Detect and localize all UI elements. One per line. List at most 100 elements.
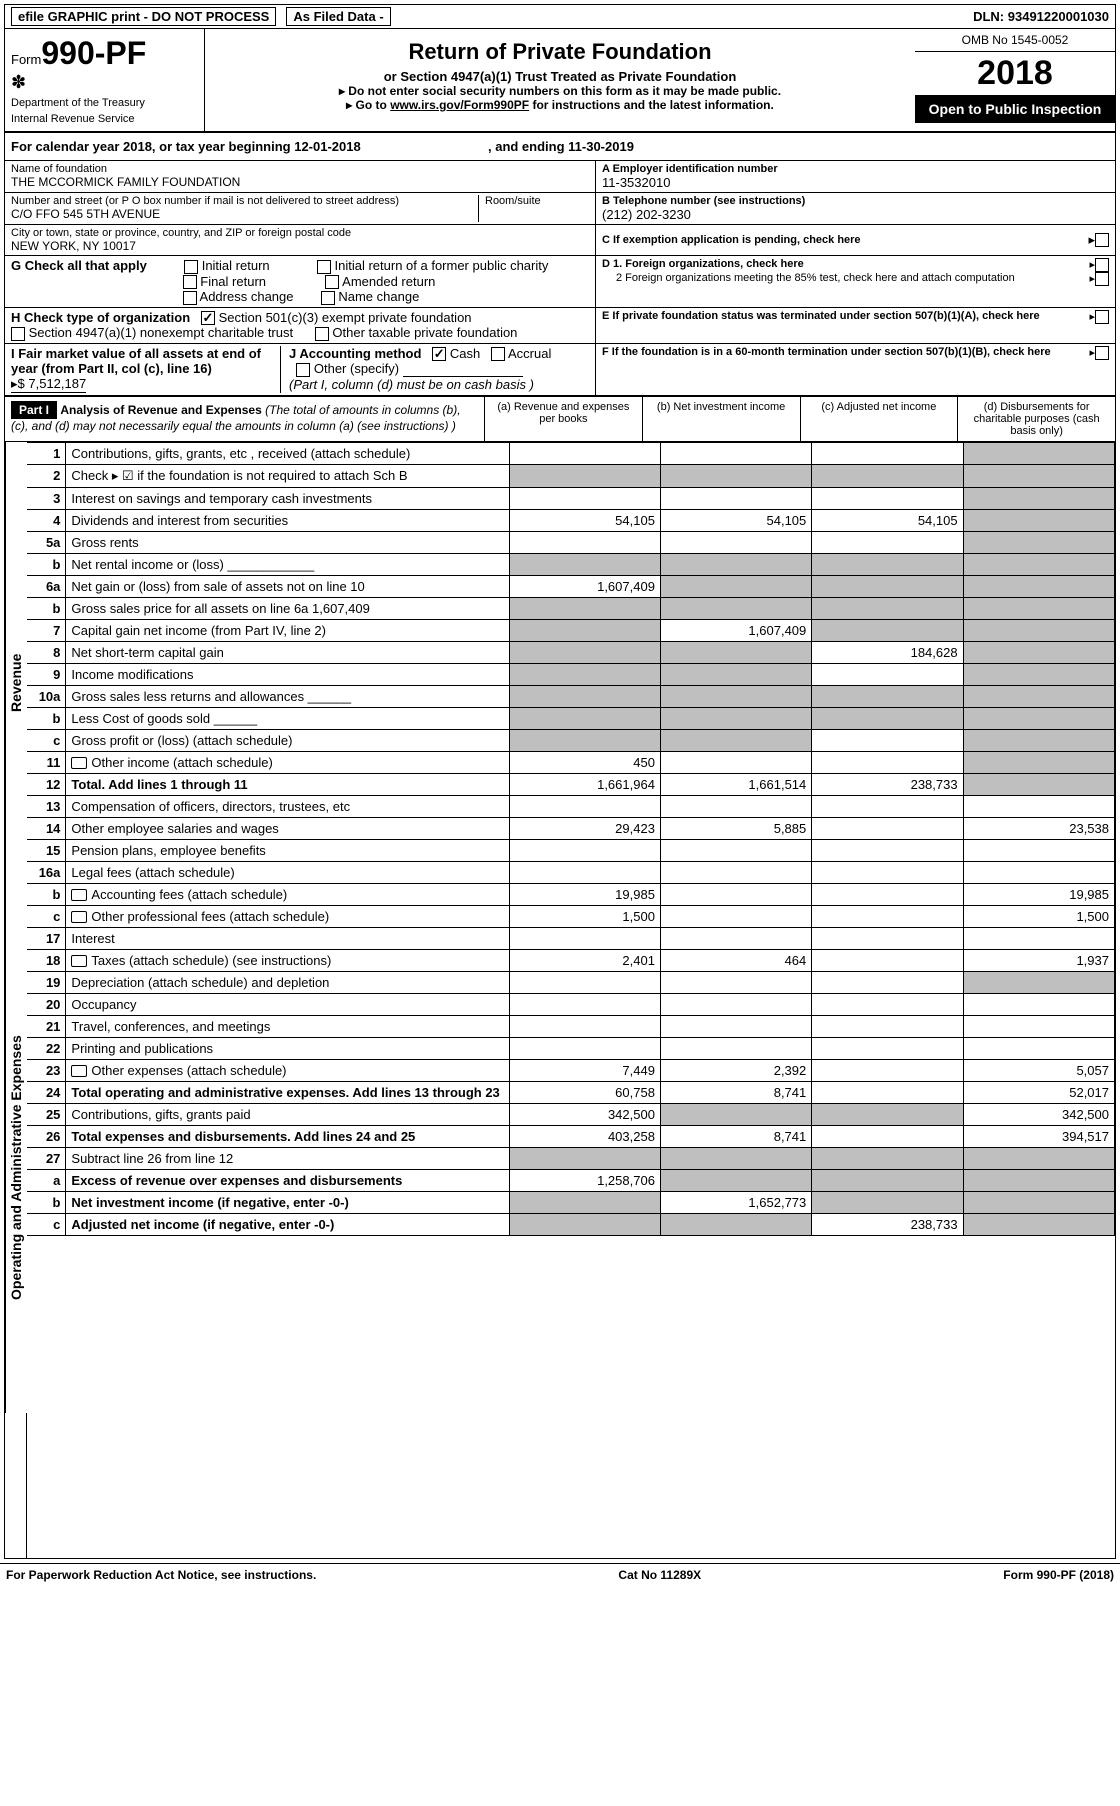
d2-check[interactable] xyxy=(1095,272,1109,286)
tax-year: 2018 xyxy=(915,52,1115,95)
g4-check[interactable] xyxy=(325,275,339,289)
dept-irs: Internal Revenue Service xyxy=(11,113,198,125)
table-row: 13Compensation of officers, directors, t… xyxy=(27,795,1115,817)
table-row: 5aGross rents xyxy=(27,531,1115,553)
addr-label: Number and street (or P O box number if … xyxy=(11,195,474,207)
table-row: bNet rental income or (loss) ___________… xyxy=(27,553,1115,575)
irs-link[interactable]: www.irs.gov/Form990PF xyxy=(390,98,529,112)
footer-left: For Paperwork Reduction Act Notice, see … xyxy=(6,1568,316,1582)
table-row: 20Occupancy xyxy=(27,993,1115,1015)
f-check[interactable] xyxy=(1095,346,1109,360)
topbar: efile GRAPHIC print - DO NOT PROCESS As … xyxy=(5,5,1115,29)
table-row: 23Other expenses (attach schedule)7,4492… xyxy=(27,1059,1115,1081)
omb-number: OMB No 1545-0052 xyxy=(915,29,1115,52)
e-check[interactable] xyxy=(1095,310,1109,324)
part1-title: Analysis of Revenue and Expenses xyxy=(60,403,261,417)
d1-check[interactable] xyxy=(1095,258,1109,272)
addr-value: C/O FFO 545 5TH AVENUE xyxy=(11,207,474,221)
table-row: cAdjusted net income (if negative, enter… xyxy=(27,1213,1115,1235)
a-label: A Employer identification number xyxy=(602,163,778,175)
table-row: 14Other employee salaries and wages29,42… xyxy=(27,817,1115,839)
g-label: G Check all that apply xyxy=(11,258,147,273)
table-row: 11Other income (attach schedule)450 xyxy=(27,751,1115,773)
table-row: 24Total operating and administrative exp… xyxy=(27,1081,1115,1103)
table-row: 9Income modifications xyxy=(27,663,1115,685)
table-row: 1Contributions, gifts, grants, etc , rec… xyxy=(27,442,1115,464)
note-url: ▸ Go to www.irs.gov/Form990PF for instru… xyxy=(211,98,909,112)
c-checkbox[interactable] xyxy=(1095,233,1109,247)
b-label: B Telephone number (see instructions) xyxy=(602,195,805,207)
header-row: Form990-PF ✽ Department of the Treasury … xyxy=(5,29,1115,133)
f-label: F If the foundation is in a 60-month ter… xyxy=(602,346,1051,358)
efile-box: efile GRAPHIC print - DO NOT PROCESS xyxy=(11,7,276,26)
table-row: aExcess of revenue over expenses and dis… xyxy=(27,1169,1115,1191)
table-row: bAccounting fees (attach schedule)19,985… xyxy=(27,883,1115,905)
footer-right: Form 990-PF (2018) xyxy=(1003,1568,1114,1582)
table-row: 10aGross sales less returns and allowanc… xyxy=(27,685,1115,707)
g3-check[interactable] xyxy=(183,275,197,289)
attachment-icon xyxy=(71,757,87,769)
h1-check[interactable] xyxy=(201,311,215,325)
col-a-header: (a) Revenue and expenses per books xyxy=(485,397,643,441)
table-row: cOther professional fees (attach schedul… xyxy=(27,905,1115,927)
revenue-label: Revenue xyxy=(5,442,27,923)
page-footer: For Paperwork Reduction Act Notice, see … xyxy=(0,1563,1120,1586)
d1-label: D 1. Foreign organizations, check here xyxy=(602,258,804,270)
expenses-label: Operating and Administrative Expenses xyxy=(5,923,27,1413)
form-title: Return of Private Foundation xyxy=(211,39,909,65)
c-label: C If exemption application is pending, c… xyxy=(602,234,861,246)
i-value: ▸$ 7,512,187 xyxy=(11,376,86,393)
asfiled-box: As Filed Data - xyxy=(286,7,390,26)
col-b-header: (b) Net investment income xyxy=(643,397,801,441)
attachment-icon xyxy=(71,889,87,901)
table-row: 17Interest xyxy=(27,927,1115,949)
table-row: 27Subtract line 26 from line 12 xyxy=(27,1147,1115,1169)
table-row: 15Pension plans, employee benefits xyxy=(27,839,1115,861)
g6-check[interactable] xyxy=(321,291,335,305)
table-row: 16aLegal fees (attach schedule) xyxy=(27,861,1115,883)
h-label: H Check type of organization xyxy=(11,310,190,325)
part1-header: Part I Analysis of Revenue and Expenses … xyxy=(5,397,1115,442)
calendar-year-row: For calendar year 2018, or tax year begi… xyxy=(5,133,1115,161)
table-row: 21Travel, conferences, and meetings xyxy=(27,1015,1115,1037)
j3-check[interactable] xyxy=(296,363,310,377)
table-row: bGross sales price for all assets on lin… xyxy=(27,597,1115,619)
g1-check[interactable] xyxy=(184,260,198,274)
j-note: (Part I, column (d) must be on cash basi… xyxy=(289,377,534,392)
table-row: 8Net short-term capital gain184,628 xyxy=(27,641,1115,663)
j2-check[interactable] xyxy=(491,347,505,361)
form-number: Form990-PF xyxy=(11,35,198,72)
table-row: 25Contributions, gifts, grants paid342,5… xyxy=(27,1103,1115,1125)
table-row: bLess Cost of goods sold ______ xyxy=(27,707,1115,729)
g2-check[interactable] xyxy=(317,260,331,274)
attachment-icon xyxy=(71,1065,87,1077)
table-row: 18Taxes (attach schedule) (see instructi… xyxy=(27,949,1115,971)
table-row: 3Interest on savings and temporary cash … xyxy=(27,487,1115,509)
j1-check[interactable] xyxy=(432,347,446,361)
h3-check[interactable] xyxy=(315,327,329,341)
table-row: 26Total expenses and disbursements. Add … xyxy=(27,1125,1115,1147)
city-label: City or town, state or province, country… xyxy=(11,227,589,239)
g5-check[interactable] xyxy=(183,291,197,305)
table-row: 12Total. Add lines 1 through 111,661,964… xyxy=(27,773,1115,795)
h2-check[interactable] xyxy=(11,327,25,341)
form-page: efile GRAPHIC print - DO NOT PROCESS As … xyxy=(4,4,1116,1559)
foundation-name: THE MCCORMICK FAMILY FOUNDATION xyxy=(11,175,589,189)
i-label: I Fair market value of all assets at end… xyxy=(11,346,261,376)
phone-value: (212) 202-3230 xyxy=(602,207,1109,222)
col-d-header: (d) Disbursements for charitable purpose… xyxy=(958,397,1115,441)
dln: DLN: 93491220001030 xyxy=(973,9,1109,24)
room-label: Room/suite xyxy=(485,195,589,207)
dept-treasury: Department of the Treasury xyxy=(11,97,198,109)
part1-table: 1Contributions, gifts, grants, etc , rec… xyxy=(27,442,1115,1236)
j-label: J Accounting method xyxy=(289,346,421,361)
table-row: 19Depreciation (attach schedule) and dep… xyxy=(27,971,1115,993)
open-public: Open to Public Inspection xyxy=(915,95,1115,123)
table-row: 22Printing and publications xyxy=(27,1037,1115,1059)
table-row: cGross profit or (loss) (attach schedule… xyxy=(27,729,1115,751)
footer-mid: Cat No 11289X xyxy=(316,1568,1003,1582)
ein-value: 11-3532010 xyxy=(602,175,1109,190)
form-subtitle: or Section 4947(a)(1) Trust Treated as P… xyxy=(211,69,909,84)
attachment-icon xyxy=(71,955,87,967)
city-value: NEW YORK, NY 10017 xyxy=(11,239,589,253)
